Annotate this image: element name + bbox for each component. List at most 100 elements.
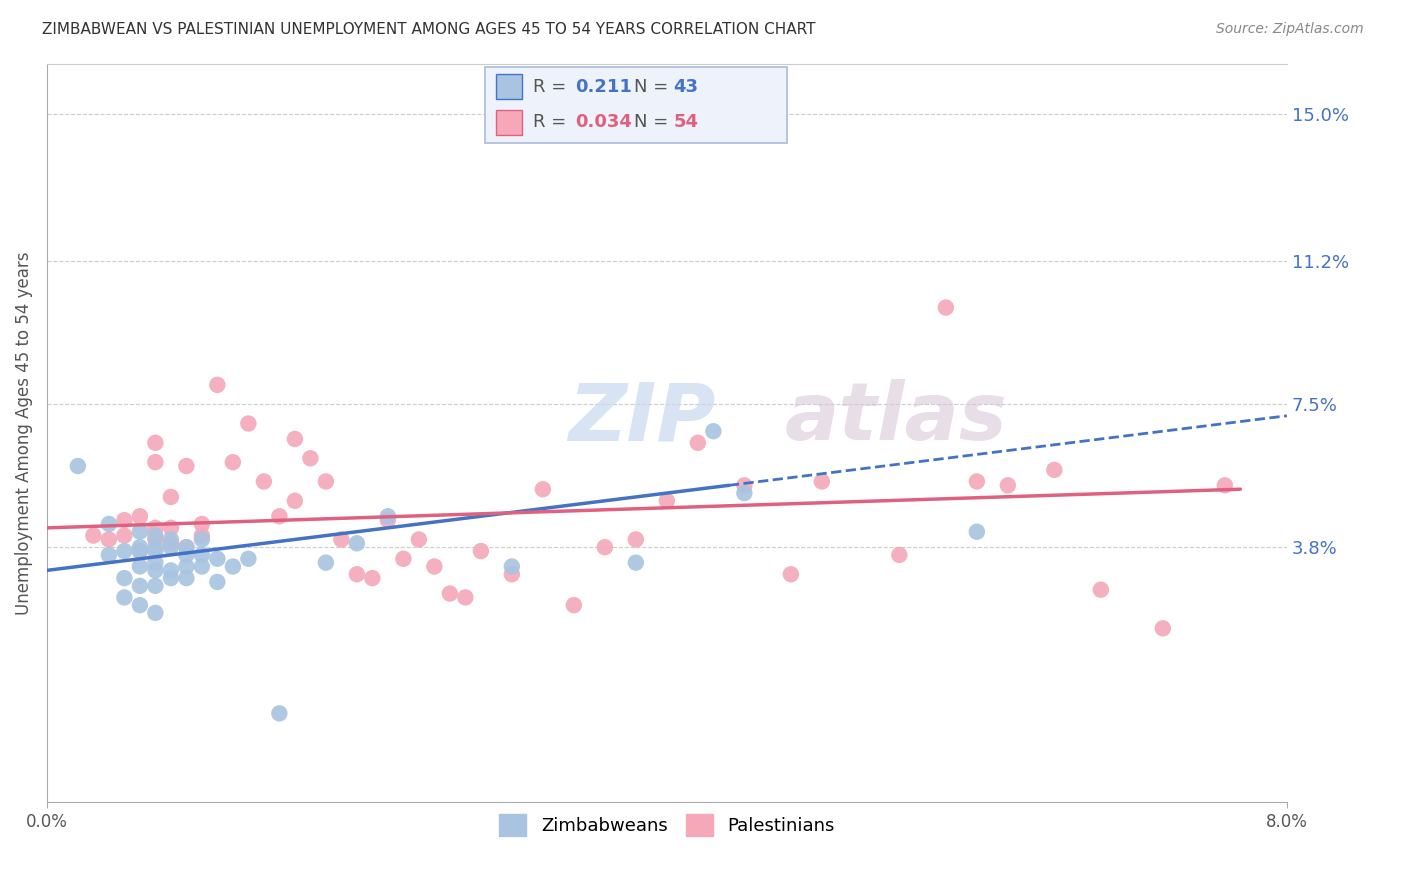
- Point: [346, 536, 368, 550]
- Point: [655, 493, 678, 508]
- Point: [97, 533, 120, 547]
- Point: [66, 458, 89, 473]
- Point: [779, 567, 801, 582]
- Point: [889, 548, 911, 562]
- Point: [128, 544, 150, 558]
- Point: [330, 533, 353, 547]
- Point: [997, 478, 1019, 492]
- Point: [112, 544, 135, 558]
- Legend: Zimbabweans, Palestinians: Zimbabweans, Palestinians: [491, 805, 844, 845]
- Point: [562, 598, 585, 612]
- Point: [593, 540, 616, 554]
- Point: [811, 475, 834, 489]
- Point: [176, 559, 198, 574]
- Point: [112, 591, 135, 605]
- Point: [128, 509, 150, 524]
- Text: ZIMBABWEAN VS PALESTINIAN UNEMPLOYMENT AMONG AGES 45 TO 54 YEARS CORRELATION CHA: ZIMBABWEAN VS PALESTINIAN UNEMPLOYMENT A…: [42, 22, 815, 37]
- Point: [160, 521, 183, 535]
- Point: [145, 435, 167, 450]
- Point: [145, 528, 167, 542]
- Text: N =: N =: [634, 113, 673, 131]
- Point: [112, 528, 135, 542]
- Point: [176, 571, 198, 585]
- Point: [1090, 582, 1112, 597]
- Point: [207, 551, 229, 566]
- Point: [97, 548, 120, 562]
- Point: [97, 516, 120, 531]
- Point: [191, 533, 214, 547]
- Point: [624, 533, 647, 547]
- Point: [423, 559, 446, 574]
- Point: [207, 574, 229, 589]
- Point: [145, 563, 167, 577]
- Point: [531, 482, 554, 496]
- Point: [145, 544, 167, 558]
- Text: 54: 54: [673, 113, 699, 131]
- Point: [82, 528, 104, 542]
- Point: [160, 533, 183, 547]
- Point: [361, 571, 384, 585]
- Point: [145, 606, 167, 620]
- Point: [176, 548, 198, 562]
- Point: [145, 521, 167, 535]
- Point: [299, 451, 322, 466]
- Point: [145, 579, 167, 593]
- Text: 43: 43: [673, 78, 699, 95]
- Point: [191, 559, 214, 574]
- Point: [128, 544, 150, 558]
- Point: [1152, 621, 1174, 635]
- Point: [145, 533, 167, 547]
- Point: [392, 551, 415, 566]
- Point: [377, 509, 399, 524]
- Point: [501, 559, 523, 574]
- Point: [160, 536, 183, 550]
- Point: [128, 540, 150, 554]
- Point: [191, 528, 214, 542]
- Point: [284, 432, 307, 446]
- Text: 0.034: 0.034: [575, 113, 631, 131]
- Point: [966, 524, 988, 539]
- Point: [191, 516, 214, 531]
- Point: [253, 475, 276, 489]
- Point: [284, 493, 307, 508]
- Point: [1043, 463, 1066, 477]
- Point: [686, 435, 709, 450]
- Point: [470, 544, 492, 558]
- Point: [112, 513, 135, 527]
- Text: R =: R =: [533, 113, 572, 131]
- Point: [160, 540, 183, 554]
- Point: [128, 598, 150, 612]
- Point: [128, 559, 150, 574]
- Point: [935, 301, 957, 315]
- Point: [733, 478, 755, 492]
- Point: [439, 586, 461, 600]
- Point: [624, 556, 647, 570]
- Text: R =: R =: [533, 78, 572, 95]
- Point: [346, 567, 368, 582]
- Point: [702, 424, 724, 438]
- Point: [160, 490, 183, 504]
- Point: [128, 579, 150, 593]
- Point: [128, 524, 150, 539]
- Point: [733, 486, 755, 500]
- Point: [160, 571, 183, 585]
- Point: [454, 591, 477, 605]
- Point: [377, 513, 399, 527]
- Point: [315, 475, 337, 489]
- Text: 0.211: 0.211: [575, 78, 631, 95]
- Point: [145, 556, 167, 570]
- Point: [112, 571, 135, 585]
- Point: [501, 567, 523, 582]
- Point: [176, 540, 198, 554]
- Point: [145, 540, 167, 554]
- Point: [1213, 478, 1236, 492]
- Point: [207, 377, 229, 392]
- Point: [222, 559, 245, 574]
- Point: [238, 551, 260, 566]
- Point: [408, 533, 430, 547]
- Point: [238, 417, 260, 431]
- Y-axis label: Unemployment Among Ages 45 to 54 years: Unemployment Among Ages 45 to 54 years: [15, 252, 32, 615]
- Text: N =: N =: [634, 78, 673, 95]
- Point: [145, 455, 167, 469]
- Point: [176, 458, 198, 473]
